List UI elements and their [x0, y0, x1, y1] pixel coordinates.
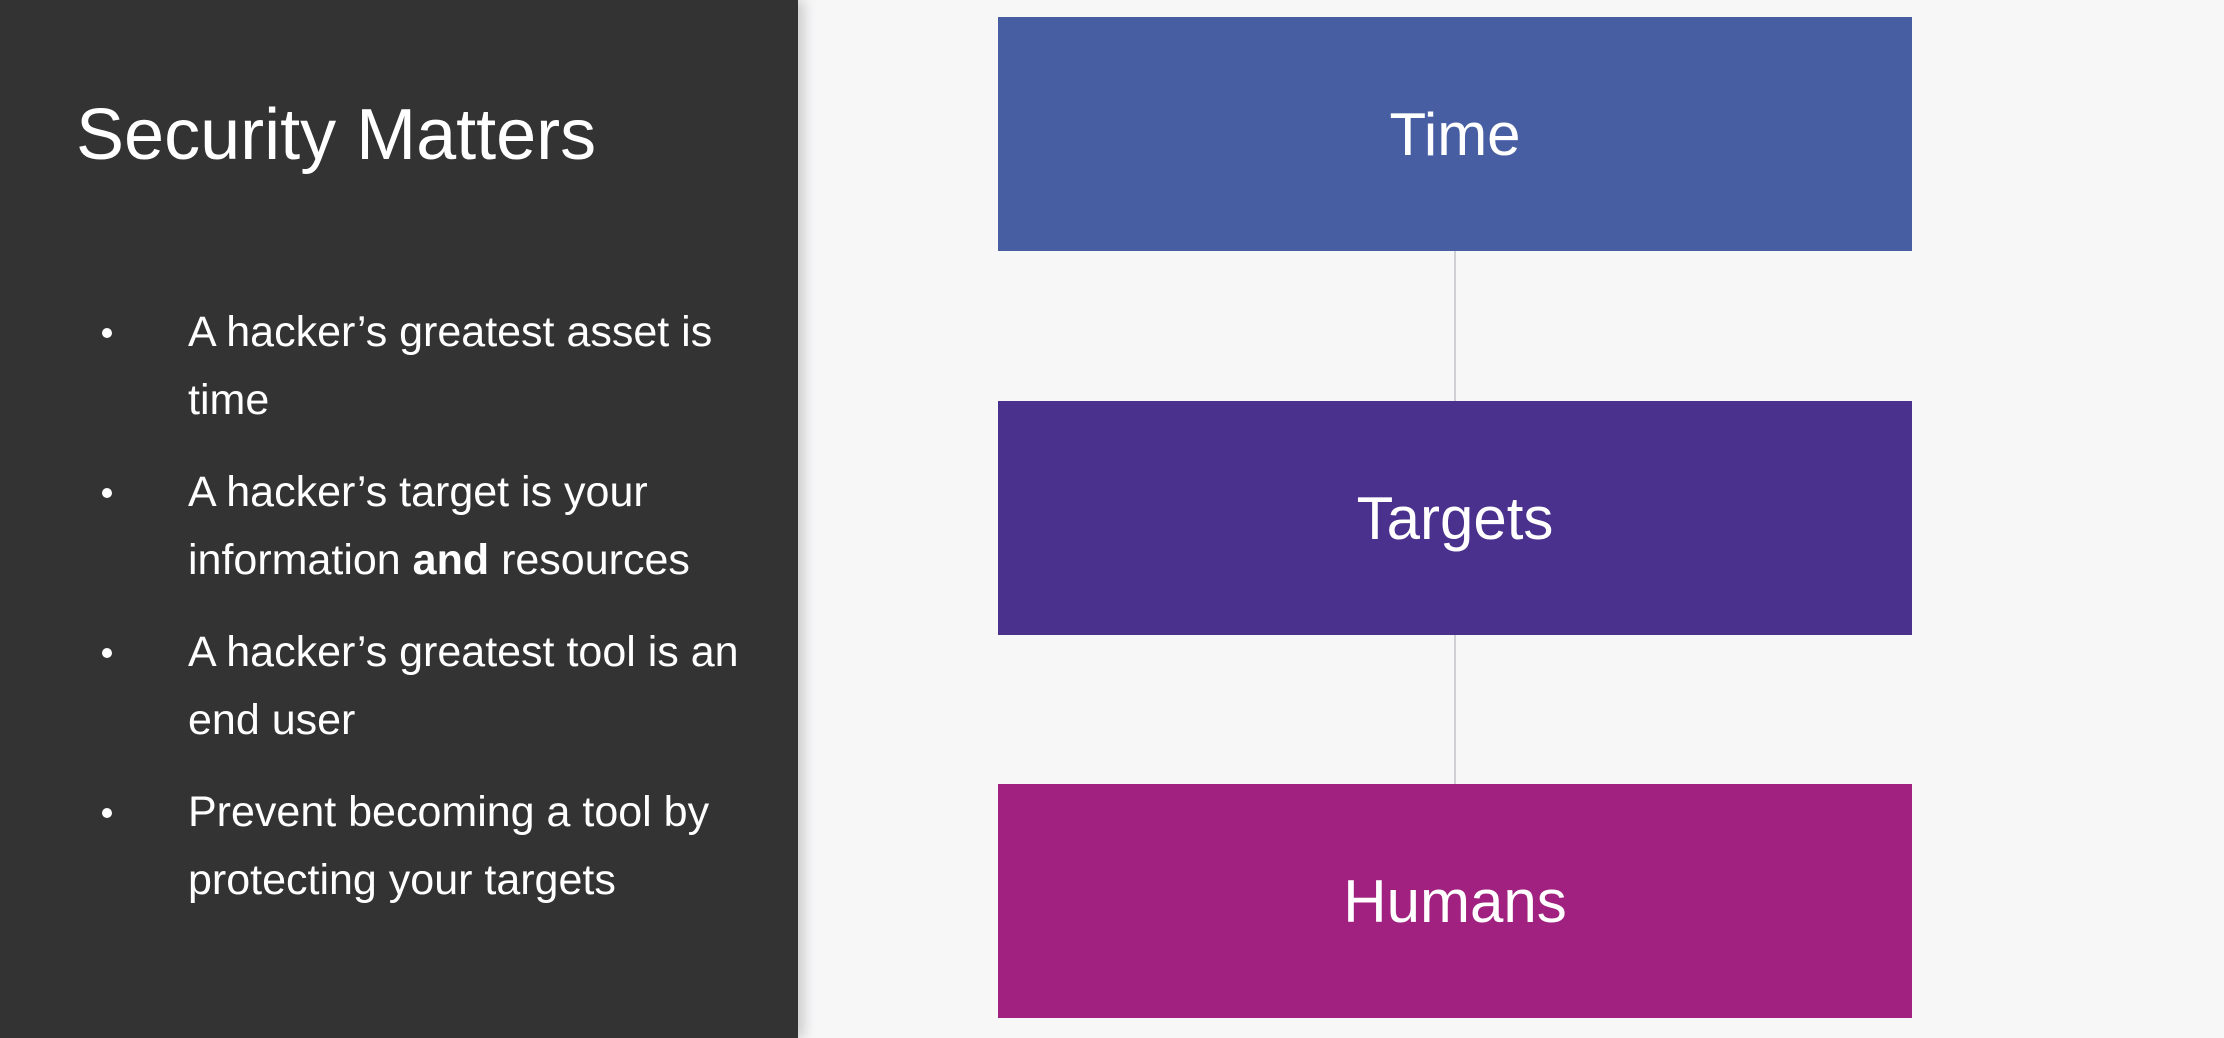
connector-line — [1454, 635, 1456, 784]
box-label: Humans — [1343, 867, 1567, 935]
bullet-item: A hacker’s target is your information an… — [0, 458, 798, 594]
box-label: Targets — [1356, 484, 1554, 552]
bullet-dot-icon — [102, 648, 112, 658]
connector-line — [1454, 251, 1456, 401]
bullet-text-emphasis: and — [412, 536, 490, 584]
bullet-text: A hacker’s target is your information an… — [188, 468, 690, 584]
box-label: Time — [1389, 100, 1521, 168]
bullet-text: Prevent becoming a tool by protecting yo… — [188, 788, 710, 904]
bullet-text: A hacker’s greatest tool is an end user — [188, 628, 739, 744]
bullet-dot-icon — [102, 488, 112, 498]
bullet-item: A hacker’s greatest tool is an end user — [0, 618, 798, 754]
box-targets: Targets — [998, 401, 1912, 635]
bullet-item: A hacker’s greatest asset is time — [0, 298, 798, 434]
box-time: Time — [998, 17, 1912, 251]
bullet-dot-icon — [102, 328, 112, 338]
bullet-text-part: resources — [489, 536, 690, 584]
bullet-dot-icon — [102, 808, 112, 818]
bullet-list: A hacker’s greatest asset is time A hack… — [0, 298, 798, 938]
slide-title: Security Matters — [76, 95, 597, 175]
bullet-text-part: A hacker’s target is your information — [188, 468, 648, 584]
bullet-text: A hacker’s greatest asset is time — [188, 308, 713, 424]
box-humans: Humans — [998, 784, 1912, 1018]
left-panel: Security Matters A hacker’s greatest ass… — [0, 0, 798, 1038]
bullet-item: Prevent becoming a tool by protecting yo… — [0, 778, 798, 914]
